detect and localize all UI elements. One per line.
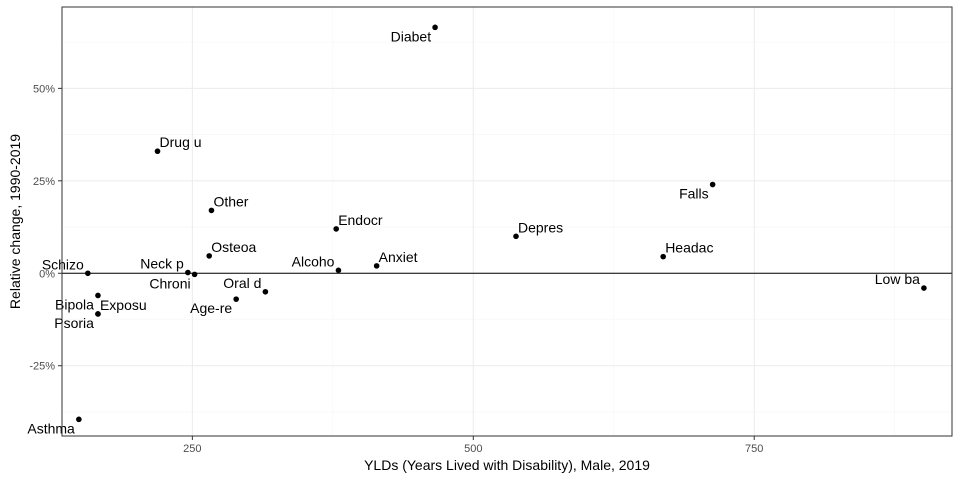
point-label: Other	[213, 193, 248, 209]
x-axis-ticks: 250 500 750	[183, 436, 763, 455]
data-point	[921, 285, 927, 291]
point-label: Drug u	[160, 134, 202, 150]
data-point	[335, 267, 342, 274]
y-tick-label: -25%	[29, 361, 55, 373]
point-label: Exposu	[100, 297, 147, 313]
data-point	[154, 148, 161, 155]
y-tick-label: 25%	[33, 176, 55, 188]
points-layer	[76, 24, 927, 423]
point-label: Osteoa	[211, 239, 256, 255]
point-label: Endocr	[338, 212, 383, 228]
point-label: Asthma	[27, 420, 75, 436]
data-point	[85, 270, 91, 277]
data-point	[76, 416, 82, 423]
x-tick-label: 750	[745, 443, 763, 455]
y-tick-label: 50%	[33, 83, 55, 95]
data-point	[208, 207, 215, 214]
point-label: Depres	[518, 219, 563, 235]
point-labels-layer: Diabet Drug u Falls Other Endocr Depres Headac…	[27, 28, 920, 436]
x-tick-label: 250	[183, 443, 201, 455]
y-axis-title: Relative change, 1990-2019	[7, 134, 23, 309]
data-point	[373, 263, 380, 269]
panel-border	[61, 6, 953, 437]
point-label: Diabet	[391, 28, 432, 44]
point-label: Neck p	[140, 256, 184, 272]
x-axis-title: YLDs (Years Lived with Disability), Male…	[364, 457, 650, 473]
point-label: Age-re	[190, 300, 232, 316]
point-label: Oral d	[223, 275, 261, 291]
y-tick-label: 0%	[39, 268, 55, 280]
y-axis-ticks: -25% 0% 25% 50%	[29, 83, 62, 373]
point-label: Alcoho	[292, 253, 335, 269]
data-point	[709, 181, 716, 188]
point-label: Falls	[679, 186, 709, 202]
point-label: Anxiet	[379, 249, 418, 265]
data-point	[191, 271, 198, 278]
data-point	[262, 288, 269, 295]
data-point	[95, 292, 101, 299]
point-label: Bipola	[55, 296, 94, 312]
data-point	[233, 296, 239, 302]
point-label: Low ba	[875, 271, 920, 287]
data-point	[185, 269, 191, 276]
data-point	[95, 311, 101, 317]
x-tick-label: 500	[464, 443, 482, 455]
point-label: Headac	[665, 240, 713, 256]
point-label: Psoria	[54, 315, 94, 331]
point-label: Chroni	[149, 275, 190, 291]
data-point	[206, 253, 213, 259]
point-label: Schizo	[42, 256, 84, 272]
data-point	[660, 253, 666, 260]
data-point	[432, 24, 438, 31]
data-point	[513, 233, 519, 240]
grid-layer	[62, 7, 952, 436]
data-point	[333, 226, 339, 232]
